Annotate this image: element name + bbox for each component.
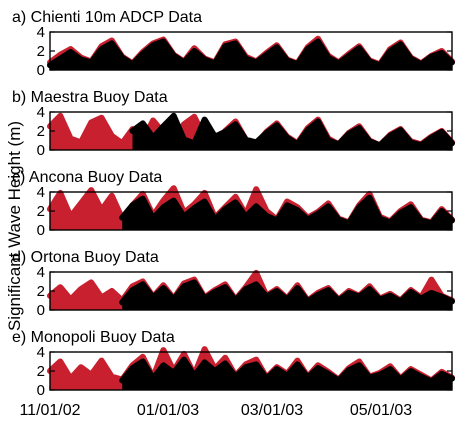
y-tick-label: 4: [37, 24, 45, 41]
x-tick-label: 01/01/03: [137, 402, 199, 419]
y-tick-label: 0: [37, 222, 45, 239]
panel-title: e) Monopoli Buoy Data: [12, 329, 175, 346]
y-axis-label: Significant Wave Height (m): [5, 121, 24, 331]
x-tick-label: 03/01/03: [241, 402, 303, 419]
y-tick-label: 4: [37, 104, 45, 121]
series-line-1: [119, 279, 455, 306]
panel-title: a) Chienti 10m ADCP Data: [12, 9, 202, 26]
y-tick-label: 4: [37, 344, 45, 361]
x-axis-ticks: 11/01/02 01/01/03 03/01/03 05/01/03: [19, 402, 412, 419]
series-line-1: [47, 38, 455, 69]
y-tick-label: 0: [37, 382, 45, 399]
series-area-1: [132, 115, 452, 150]
x-tick-label: 11/01/02: [19, 402, 80, 419]
y-tick-label: 2: [37, 363, 45, 380]
panel-title: d) Ortona Buoy Data: [12, 249, 159, 266]
series-line-1: [119, 194, 455, 227]
y-tick-label: 4: [37, 264, 45, 281]
y-tick-label: 2: [37, 203, 45, 220]
y-tick-label: 2: [37, 283, 45, 300]
x-tick-label: 05/01/03: [350, 402, 412, 419]
y-tick-label: 2: [37, 123, 45, 140]
y-tick-label: 0: [37, 142, 45, 159]
panel-title: b) Maestra Buoy Data: [12, 89, 168, 106]
y-tick-label: 0: [37, 302, 45, 319]
y-tick-label: 0: [37, 62, 45, 79]
series-line-1: [119, 356, 455, 385]
y-tick-label: 4: [37, 184, 45, 201]
series-line-1: [129, 112, 455, 149]
panel-title: c) Ancona Buoy Data: [12, 169, 162, 186]
y-tick-label: 2: [37, 43, 45, 60]
